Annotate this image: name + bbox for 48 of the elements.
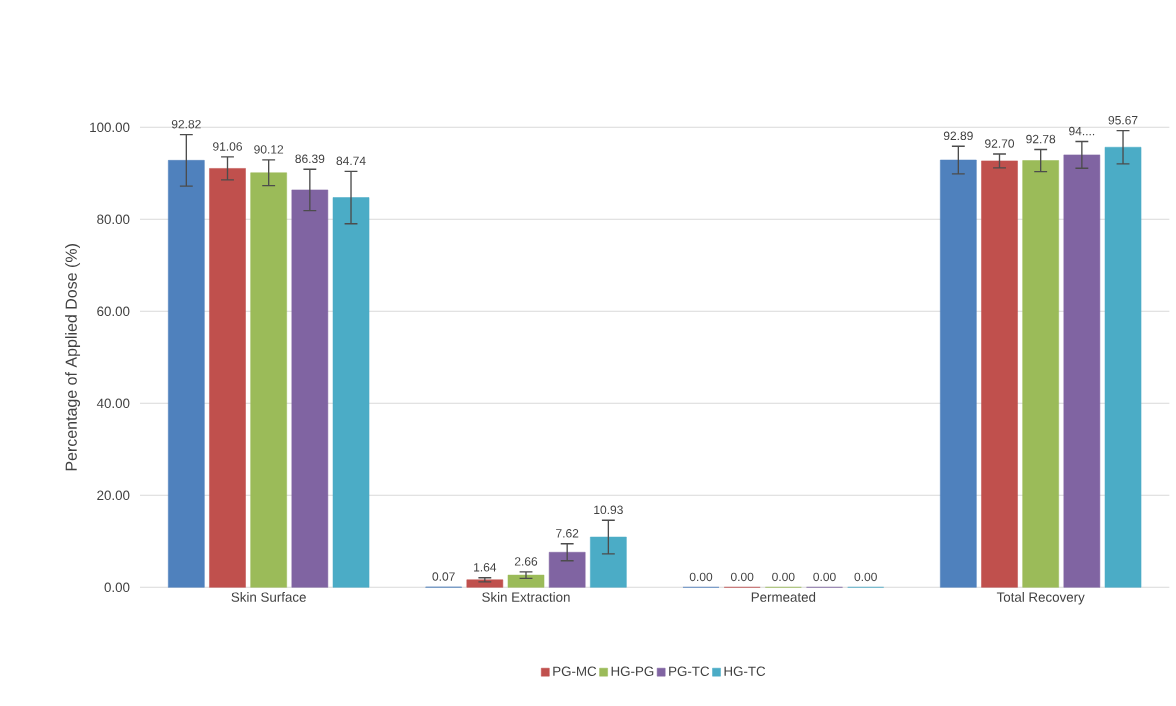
data-label: 90.12 [254, 145, 284, 154]
data-label: 2.66 [514, 557, 538, 566]
y-tick-label: 80.00 [97, 214, 130, 225]
x-tick-label: Total Recovery [996, 592, 1085, 605]
bar [1104, 146, 1142, 588]
data-label: 94.... [1069, 126, 1095, 136]
y-tick-label: 100.00 [90, 122, 130, 133]
bar [209, 168, 246, 588]
data-label: 7.62 [556, 529, 579, 538]
x-tick-label: Skin Extraction [482, 592, 570, 602]
bar [590, 536, 627, 588]
data-label: 92.78 [1026, 134, 1056, 144]
data-label: 0.07 [432, 572, 455, 581]
data-label: 1.64 [474, 563, 497, 572]
y-axis-title: Percentage of Applied Dose (%) [65, 244, 81, 471]
bar [250, 172, 287, 588]
data-label: 92.82 [171, 119, 201, 129]
data-label: 0.00 [689, 572, 713, 582]
legend-label: HG-PG [611, 666, 654, 676]
data-label: 92.89 [943, 131, 973, 141]
data-label: 84.74 [336, 156, 366, 166]
y-tick-label: 0.00 [104, 582, 130, 593]
y-tick-label: 40.00 [96, 398, 130, 409]
data-label: 0.00 [854, 572, 877, 582]
bar [291, 189, 329, 588]
data-label: 92.70 [985, 139, 1015, 148]
data-label: 0.00 [730, 572, 754, 582]
data-label: 10.93 [594, 505, 623, 515]
bar [1063, 154, 1101, 588]
legend-label: PG-MC [553, 666, 597, 676]
bar [507, 574, 545, 588]
y-tick-label: 20.00 [97, 490, 130, 501]
bar [548, 552, 586, 588]
bar [168, 160, 205, 588]
y-tick-label: 60.00 [97, 306, 130, 317]
data-label: 91.06 [213, 142, 242, 151]
bar [981, 160, 1018, 588]
bar [1022, 160, 1059, 588]
data-label: 0.00 [772, 572, 795, 582]
bar [332, 197, 370, 588]
data-label: 0.00 [813, 572, 836, 582]
legend-label: HG-TC [724, 666, 766, 676]
legend-label: PG-TC [669, 666, 710, 676]
x-tick-label: Skin Surface [231, 592, 306, 602]
x-tick-label: Permeated [751, 592, 816, 602]
data-label: 86.39 [295, 154, 325, 164]
data-label: 95.67 [1108, 115, 1138, 125]
bar [940, 159, 977, 588]
